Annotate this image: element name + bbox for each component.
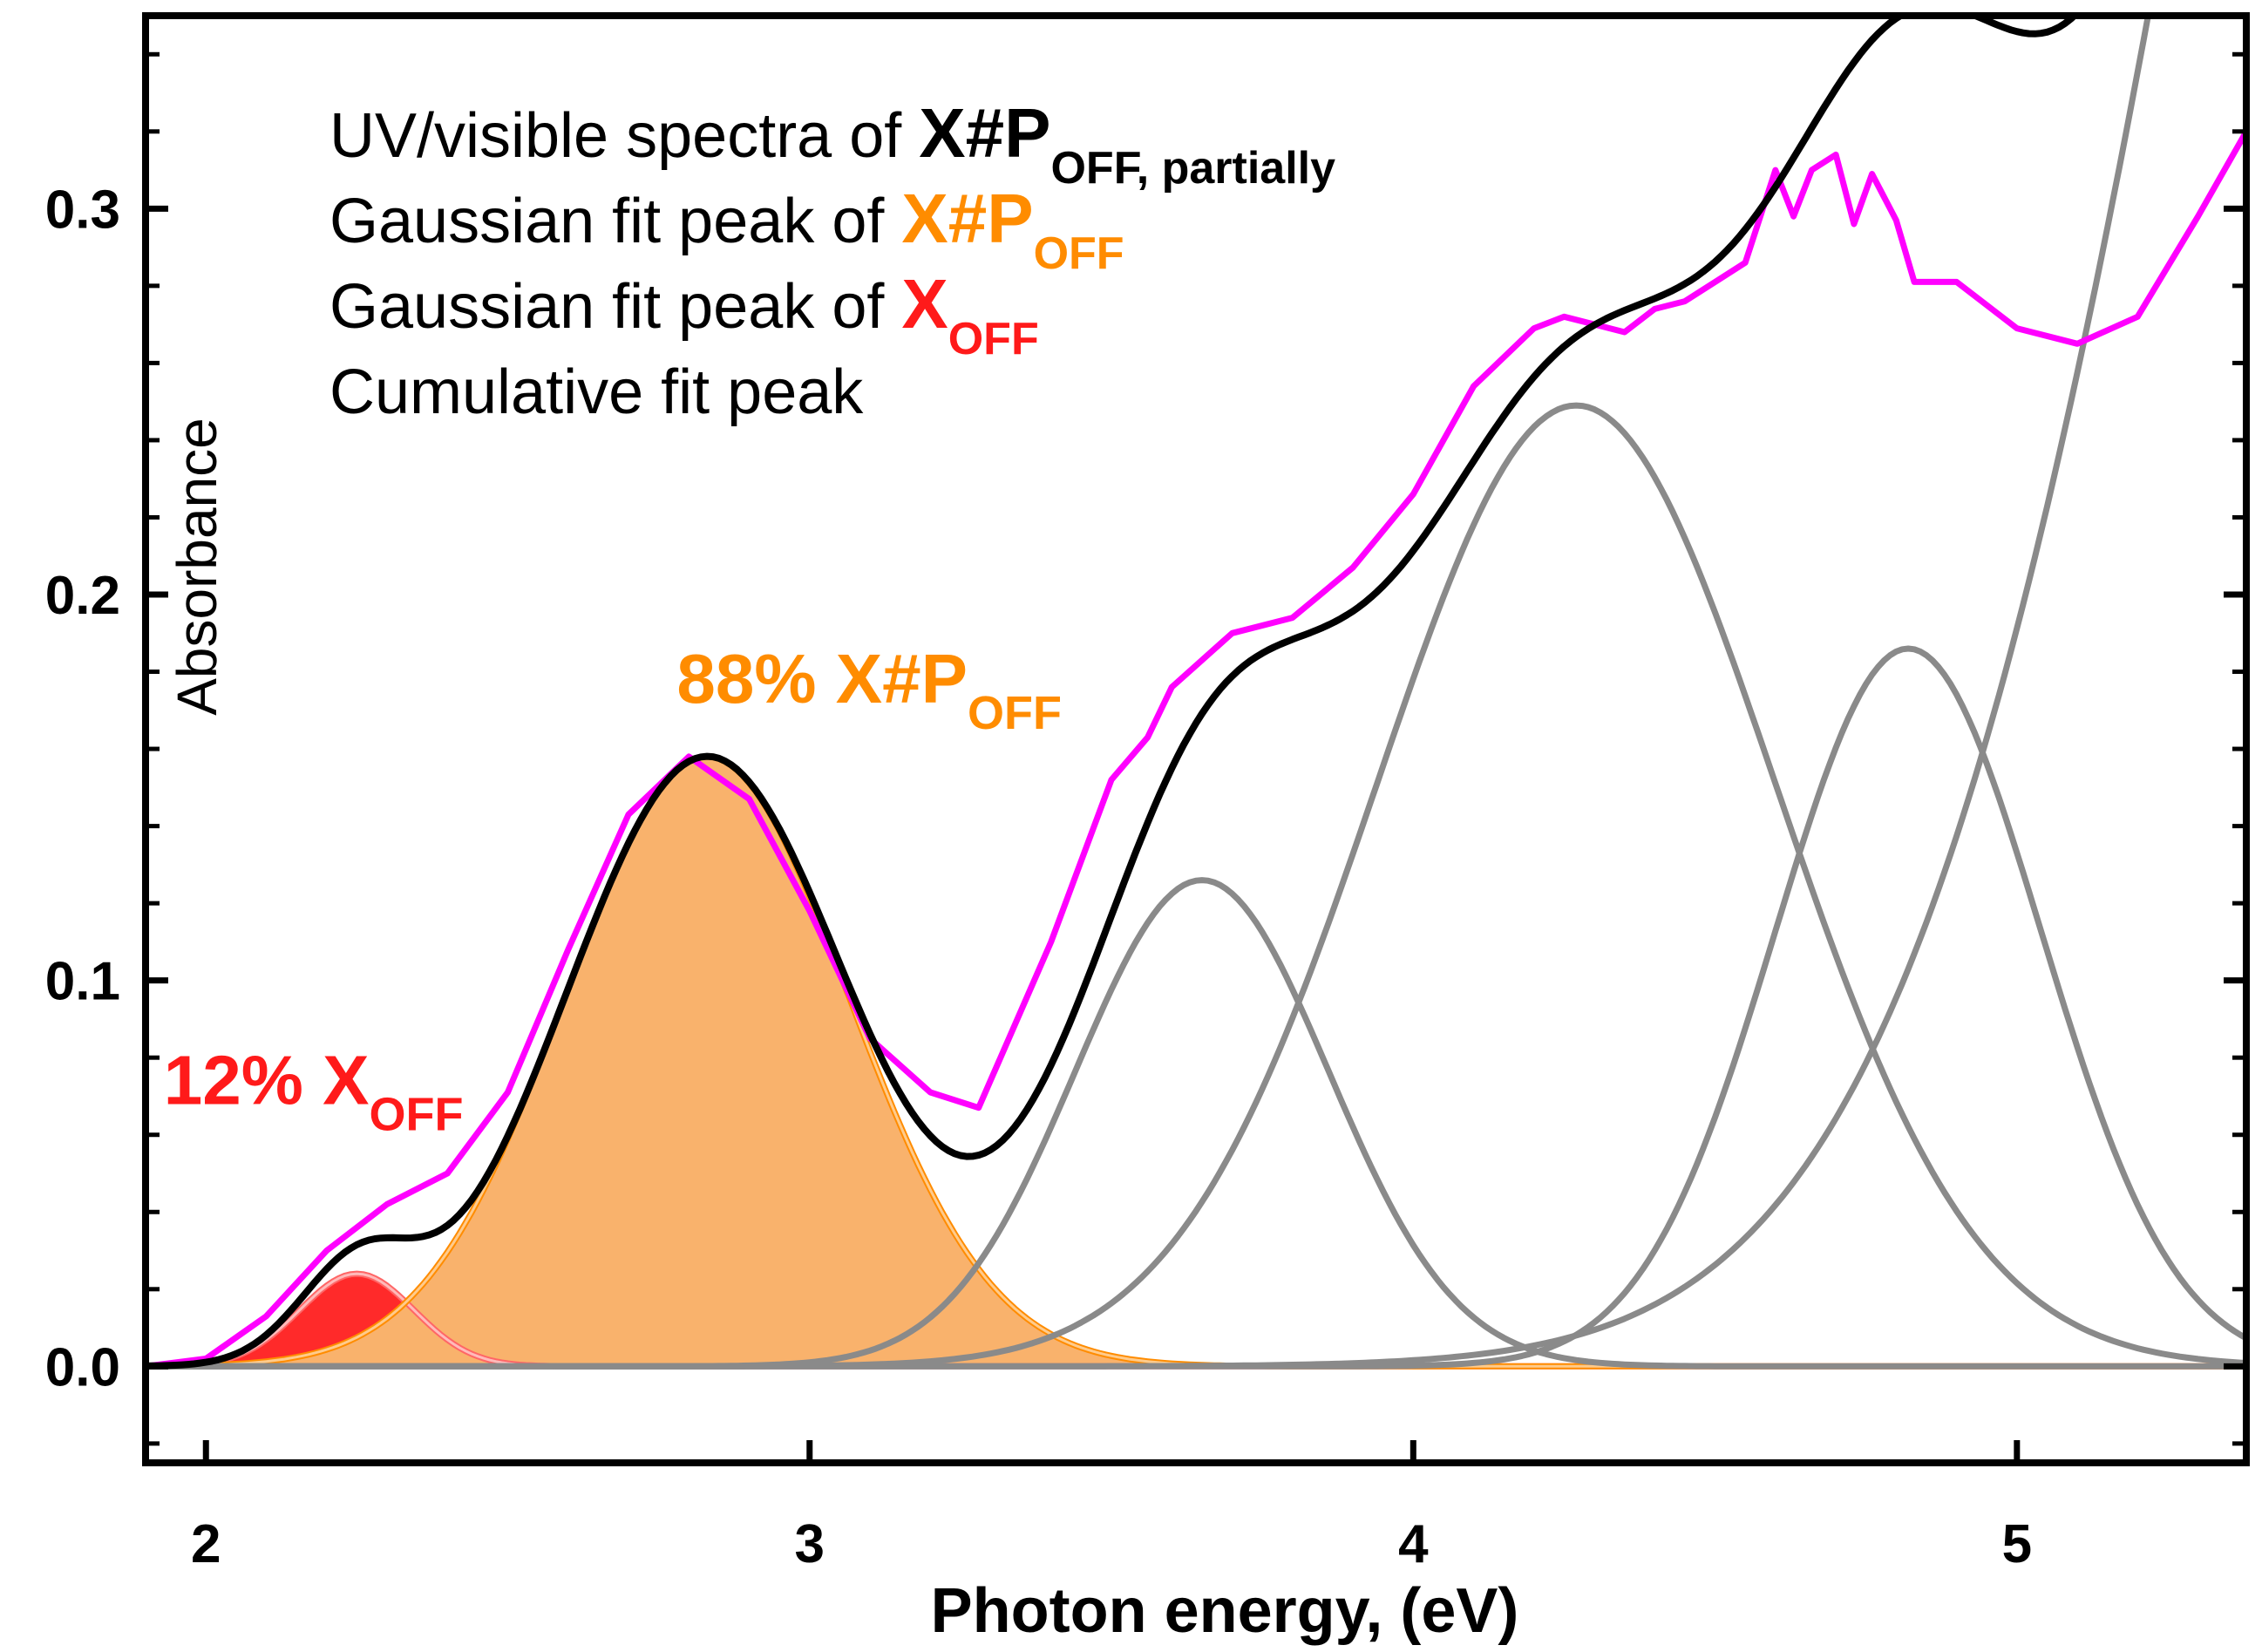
legend-entry-cumulative: Cumulative fit peak xyxy=(329,357,864,427)
legend-entry-x-off: Gaussian fit peak of XOFF xyxy=(329,265,1039,364)
annotation-xp-off-percent: 88% X#POFF xyxy=(676,640,1062,739)
x-tick-labels: 2 3 4 5 xyxy=(191,1514,2032,1574)
y-tick-labels: 0.0 0.1 0.2 0.3 xyxy=(45,180,120,1397)
y-tick-label-1: 0.1 xyxy=(45,952,120,1012)
x-tick-label-1: 3 xyxy=(795,1514,825,1574)
legend-entry-xp-off: Gaussian fit peak of X#POFF xyxy=(329,180,1124,279)
legend: UV/visible spectra of X#POFF, partially … xyxy=(329,94,1335,427)
x-tick-label-3: 5 xyxy=(2002,1514,2032,1574)
spectrum-line xyxy=(146,130,2246,1370)
gaussian-fit-lines xyxy=(146,16,2246,1370)
gaussian-line-5 xyxy=(146,16,2151,1370)
peak-fills xyxy=(146,756,2246,1367)
x-tick-label-2: 4 xyxy=(1398,1514,1429,1574)
x-axis-title: Photon energy, (eV) xyxy=(931,1576,1519,1646)
x-tick-label-0: 2 xyxy=(191,1514,221,1574)
y-axis-title: Absorbance xyxy=(166,418,228,716)
y-tick-label-2: 0.2 xyxy=(45,566,120,626)
annotation-x-off-percent: 12% XOFF xyxy=(164,1041,464,1140)
annotations: 88% X#POFF 12% XOFF xyxy=(164,640,1062,1140)
legend-entry-spectrum: UV/visible spectra of X#POFF, partially xyxy=(329,94,1335,194)
plot-frame xyxy=(142,12,2250,1466)
spectrum-series xyxy=(146,130,2246,1370)
axis-ticks xyxy=(146,51,2246,1463)
y-tick-label-3: 0.3 xyxy=(45,180,120,240)
peak-fill-1 xyxy=(146,756,2246,1367)
plot-area xyxy=(146,16,2246,1370)
y-tick-label-0: 0.0 xyxy=(45,1337,120,1397)
